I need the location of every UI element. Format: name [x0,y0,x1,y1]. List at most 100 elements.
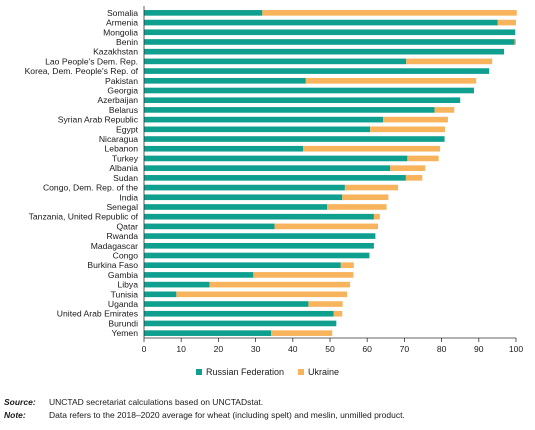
bar-russia [144,223,275,230]
bar-ukraine [405,175,423,181]
category-label: Lao People's Dem. Rep. [45,56,138,66]
bar-ukraine [390,165,426,171]
category-label: Sudan [113,173,138,183]
x-tick-label: 20 [214,344,224,354]
legend-label-ukraine: Ukraine [308,367,340,377]
bars-group [144,10,517,336]
bar-ukraine [253,272,354,278]
category-label: Qatar [117,221,139,231]
bar-russia [144,194,343,201]
bar-russia [144,320,337,327]
bar-ukraine [176,291,348,298]
bar-russia [144,107,435,113]
y-axis-labels: SomaliaArmeniaMongoliaBeninKazakhstanLao… [25,8,139,338]
bar-russia [144,310,334,317]
category-label: Tunisia [111,289,139,299]
bar-russia [144,58,407,65]
bar-russia [144,39,515,45]
footnotes: Source: UNCTAD secretariat calculations … [4,396,405,422]
category-label: Egypt [116,124,139,134]
category-label: United Arab Emirates [57,309,138,319]
bar-ukraine [308,301,343,307]
category-label: Burundi [108,318,138,328]
bar-ukraine [327,204,387,210]
bar-russia [144,184,345,191]
category-label: Libya [117,280,138,290]
note-text: Data refers to the 2018–2020 average for… [49,410,405,420]
legend-label-russia: Russian Federation [205,367,285,377]
bar-russia [144,242,374,249]
category-label: Madagascar [91,241,138,251]
x-tick-label: 10 [176,344,186,354]
bar-ukraine [262,10,517,16]
category-label: Albania [109,163,138,173]
source-key: Source: [4,397,36,407]
bar-russia [144,204,328,210]
bar-russia [144,165,391,171]
note-key: Note: [4,410,26,420]
bar-russia [144,301,309,307]
source-note: Source: UNCTAD secretariat calculations … [4,396,405,409]
category-label: Congo [113,251,139,261]
bar-ukraine [342,194,389,201]
bar-ukraine [497,19,516,26]
bar-ukraine [434,107,455,113]
category-label: Uganda [108,299,138,309]
bar-russia [144,213,374,220]
legend-item-ukraine: Ukraine [298,367,339,377]
category-label: Armenia [106,18,138,28]
bar-russia [144,77,306,84]
x-axis: 0 10 20 30 40 50 60 70 80 90 100 [142,337,523,354]
category-label: Congo, Dem. Rep. of the [43,183,138,193]
bar-ukraine [305,77,477,84]
x-tick-label: 70 [400,344,410,354]
category-label: Tanzania, United Republic of [29,212,139,222]
bar-russia [144,136,445,142]
category-label: Benin [116,37,138,47]
bar-ukraine [209,281,351,288]
bar-russia [144,262,341,269]
category-label: Turkey [112,153,139,163]
bar-ukraine [514,39,516,45]
bar-ukraine [383,116,448,123]
bar-ukraine [271,330,333,336]
bar-russia [144,330,272,336]
bar-russia [144,126,371,133]
legend: Russian Federation Ukraine [0,367,535,377]
bar-ukraine [333,310,343,317]
legend-swatch-ukraine [298,369,305,375]
category-label: India [119,192,138,202]
bar-ukraine [407,155,439,162]
bar-ukraine [340,262,354,269]
bar-ukraine [373,213,380,220]
category-label: Nicaragua [99,134,138,144]
x-tick-label: 50 [325,344,335,354]
bar-russia [144,145,304,152]
category-label: Georgia [107,86,138,96]
x-tick-label: 0 [142,344,147,354]
category-label: Mongolia [103,27,138,37]
bar-ukraine [369,252,371,259]
stacked-bar-chart: SomaliaArmeniaMongoliaBeninKazakhstanLao… [25,6,523,354]
category-label: Senegal [106,202,138,212]
x-tick-label: 30 [251,344,261,354]
bar-russia [144,29,516,36]
bar-russia [144,291,177,298]
x-tick-label: 60 [362,344,372,354]
bar-russia [144,155,408,162]
bar-russia [144,48,505,55]
legend-item-russia: Russian Federation [195,367,285,377]
bar-ukraine [274,223,378,230]
bar-russia [144,272,254,278]
category-label: Burkina Faso [87,260,138,270]
category-label: Somalia [107,8,138,18]
legend-swatch-russia [195,369,202,375]
bar-russia [144,252,370,259]
source-text: UNCTAD secretariat calculations based on… [49,397,264,407]
bar-ukraine [370,126,445,133]
category-label: Lebanon [105,144,139,154]
x-tick-label: 40 [288,344,298,354]
category-label: Rwanda [106,231,138,241]
bar-russia [144,19,498,26]
x-tick-label: 80 [437,344,447,354]
